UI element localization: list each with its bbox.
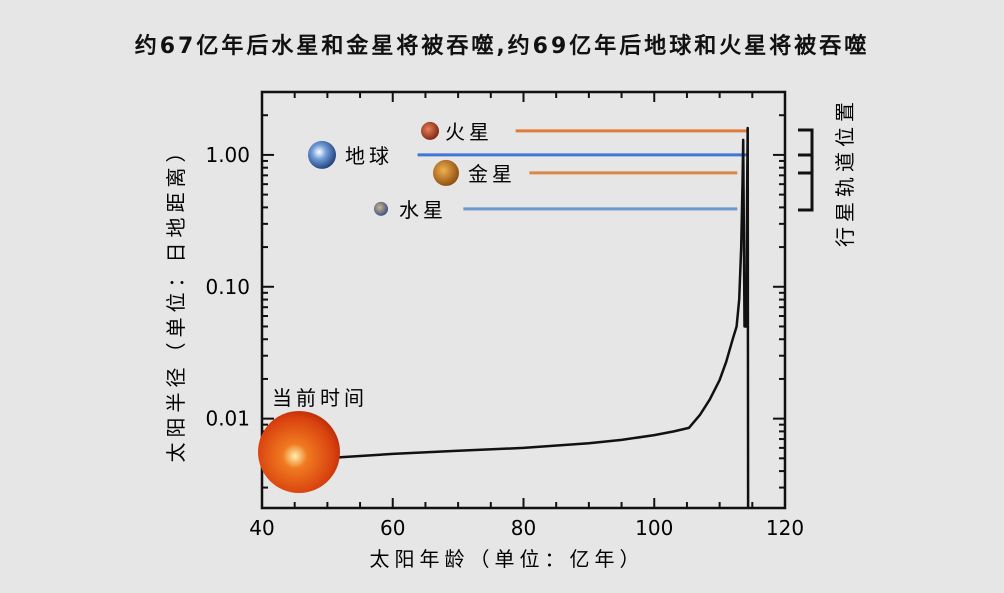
sun-image <box>258 411 340 493</box>
y-tick-label: 1.00 <box>205 143 250 167</box>
planet-icon <box>374 201 388 216</box>
right-axis-label: 行星轨道位置 <box>833 97 857 247</box>
planet-icon <box>421 121 439 140</box>
x-axis-label: 太阳年龄（单位：亿年） <box>370 547 645 571</box>
x-tick-label: 100 <box>635 516 673 540</box>
planet-label: 金星 <box>468 162 516 186</box>
y-axis-label: 太阳半径（单位：日地距离） <box>164 138 188 463</box>
y-tick-label: 0.10 <box>205 275 250 299</box>
sun-radius-line <box>301 126 750 509</box>
y-tick-label: 0.01 <box>205 407 250 431</box>
planet-label: 火星 <box>445 120 493 144</box>
chart-title: 约67亿年后水星和金星将被吞噬,约69亿年后地球和火星将被吞噬 <box>134 34 870 59</box>
orbit-bracket <box>798 128 814 212</box>
planet-icon <box>308 140 336 169</box>
planet-label: 水星 <box>399 198 447 222</box>
x-tick-label: 60 <box>380 516 405 540</box>
x-tick-label: 80 <box>511 516 536 540</box>
planet-icon <box>433 159 459 186</box>
planet-label: 地球 <box>345 144 393 168</box>
x-tick-label: 40 <box>249 516 274 540</box>
x-tick-label: 120 <box>766 516 804 540</box>
annotation-current-time: 当前时间 <box>272 386 368 410</box>
